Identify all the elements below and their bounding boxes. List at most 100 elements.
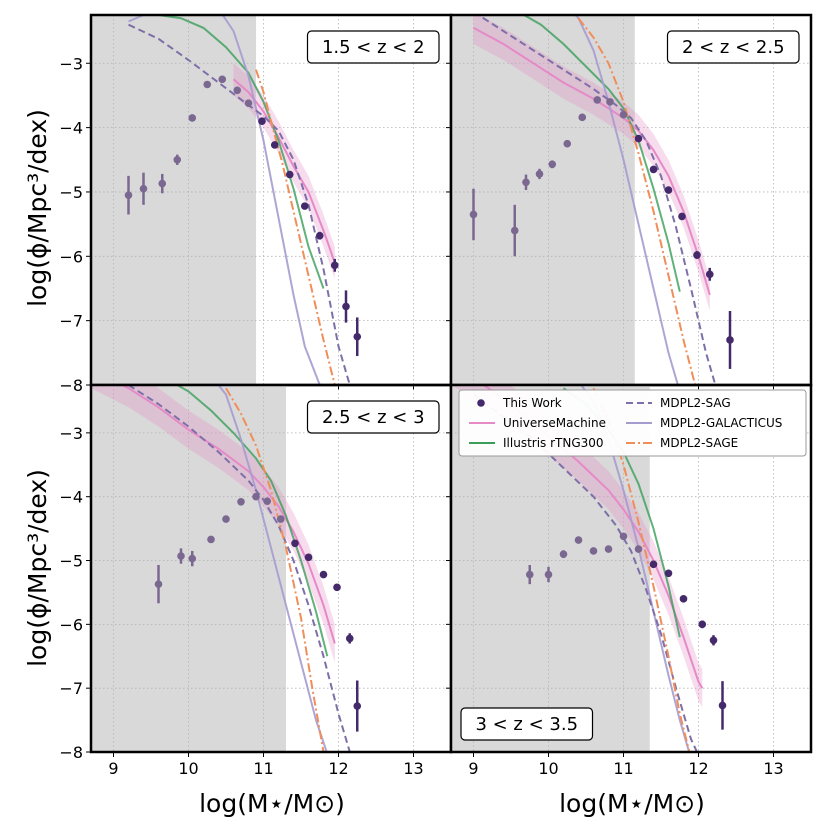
- x-tick-label: 9: [468, 759, 478, 778]
- shaded-region: [91, 15, 256, 385]
- data-point: [649, 165, 658, 174]
- legend-label: This Work: [502, 396, 562, 410]
- data-point: [606, 98, 614, 106]
- data-point: [709, 636, 718, 645]
- y-tick-label: −6: [59, 247, 83, 266]
- sage-line: [577, 17, 697, 385]
- data-point: [589, 547, 598, 555]
- data-point: [718, 701, 727, 710]
- y-tick-label: −4: [59, 119, 83, 138]
- sage-line: [592, 387, 691, 752]
- redshift-label-box: [306, 400, 440, 434]
- data-point: [188, 114, 197, 122]
- x-tick-label: 10: [538, 759, 558, 778]
- illustris-line: [175, 385, 329, 657]
- y-axis-label-top: log(ϕ/Mpc³/dex): [23, 109, 52, 307]
- data-point: [593, 96, 602, 104]
- data-point: [679, 595, 688, 603]
- data-point: [563, 139, 572, 148]
- legend-label: MDPL2-SAGE: [660, 436, 738, 450]
- data-point: [578, 113, 587, 122]
- sag-line: [128, 23, 351, 385]
- data-point: [203, 80, 212, 89]
- legend: This Work MDPL2-SAG UniverseMachine MDPL2-G…: [458, 389, 807, 457]
- data-point: [330, 261, 339, 270]
- data-point: [333, 583, 341, 592]
- x-tick-label: 13: [403, 759, 423, 778]
- redshift-label-box: [666, 30, 800, 64]
- x-axis-label: log(M⋆/M⊙): [559, 789, 705, 818]
- universemachine-band: [473, 15, 710, 311]
- panel-frame: [449, 383, 813, 754]
- x-tick-label: 11: [253, 759, 273, 778]
- data-point: [548, 160, 557, 169]
- universemachine-line: [232, 78, 336, 264]
- x-tick-label: 12: [328, 759, 348, 778]
- data-point: [291, 539, 299, 548]
- data-point: [619, 110, 628, 119]
- data-point: [124, 191, 133, 199]
- legend-label: MDPL2-GALACTICUS: [660, 416, 782, 430]
- data-point: [304, 553, 313, 562]
- illustris-line: [158, 15, 325, 289]
- x-tick-label: 12: [688, 759, 708, 778]
- universemachine-band: [91, 385, 335, 663]
- data-point: [342, 302, 350, 311]
- galacticus-line: [128, 15, 321, 385]
- legend-label: MDPL2-SAG: [660, 396, 731, 410]
- data-point: [237, 498, 245, 506]
- y-axis-label: log(ϕ/Mpc³/dex): [23, 469, 52, 667]
- data-point: [252, 492, 260, 501]
- illustris-line: [522, 15, 681, 292]
- data-point: [263, 497, 272, 505]
- data-point: [173, 155, 182, 164]
- panel-plot-area: [91, 385, 451, 752]
- data-point: [559, 550, 568, 558]
- redshift-label-box: [460, 707, 594, 741]
- data-point: [270, 141, 279, 149]
- data-point: [207, 535, 215, 544]
- y-tick-label: −5: [59, 183, 83, 202]
- y-tick-label: −8: [59, 743, 83, 762]
- data-point: [649, 560, 658, 569]
- data-point: [469, 210, 478, 219]
- legend-marker: [477, 399, 485, 407]
- galacticus-line: [574, 15, 679, 385]
- data-point: [705, 270, 714, 279]
- legend-label: Illustris rTNG300: [503, 436, 604, 450]
- universemachine-line: [120, 385, 336, 644]
- data-point: [276, 515, 285, 523]
- data-point: [510, 226, 519, 235]
- data-point: [619, 532, 628, 541]
- data-point: [726, 336, 734, 344]
- data-point: [218, 75, 227, 84]
- data-point: [664, 186, 673, 194]
- y-tick-label: −3: [59, 54, 83, 73]
- data-point: [233, 86, 242, 95]
- data-point: [345, 634, 354, 643]
- x-tick-label: 9: [108, 759, 118, 778]
- x-tick-label: 11: [613, 759, 633, 778]
- galacticus-line: [128, 385, 328, 752]
- y-tick-label: −7: [59, 312, 83, 331]
- data-point: [258, 117, 266, 125]
- data-point: [139, 184, 148, 193]
- data-point: [544, 570, 553, 579]
- redshift-label-box: [306, 30, 440, 64]
- redshift-label: 2 < z < 2.5: [682, 37, 785, 58]
- data-point: [285, 170, 294, 179]
- data-point: [319, 570, 328, 579]
- panel-z-2p5-3: 9 10 11 12 13 −3 −4 −5 −6 −7 −8 2.5 < z < 3: [59, 383, 453, 778]
- y-tick-label: −3: [59, 424, 83, 443]
- panel-z-2-2p5: 2 < z < 2.5: [446, 13, 813, 390]
- data-point: [574, 536, 583, 544]
- data-point: [604, 545, 613, 553]
- data-point: [664, 569, 673, 578]
- panel-plot-area: [451, 15, 811, 385]
- y-tick-label: −8: [59, 376, 83, 395]
- data-point: [353, 702, 362, 710]
- redshift-label: 3 < z < 3.5: [475, 714, 578, 735]
- data-point: [634, 134, 643, 143]
- data-point: [525, 570, 534, 579]
